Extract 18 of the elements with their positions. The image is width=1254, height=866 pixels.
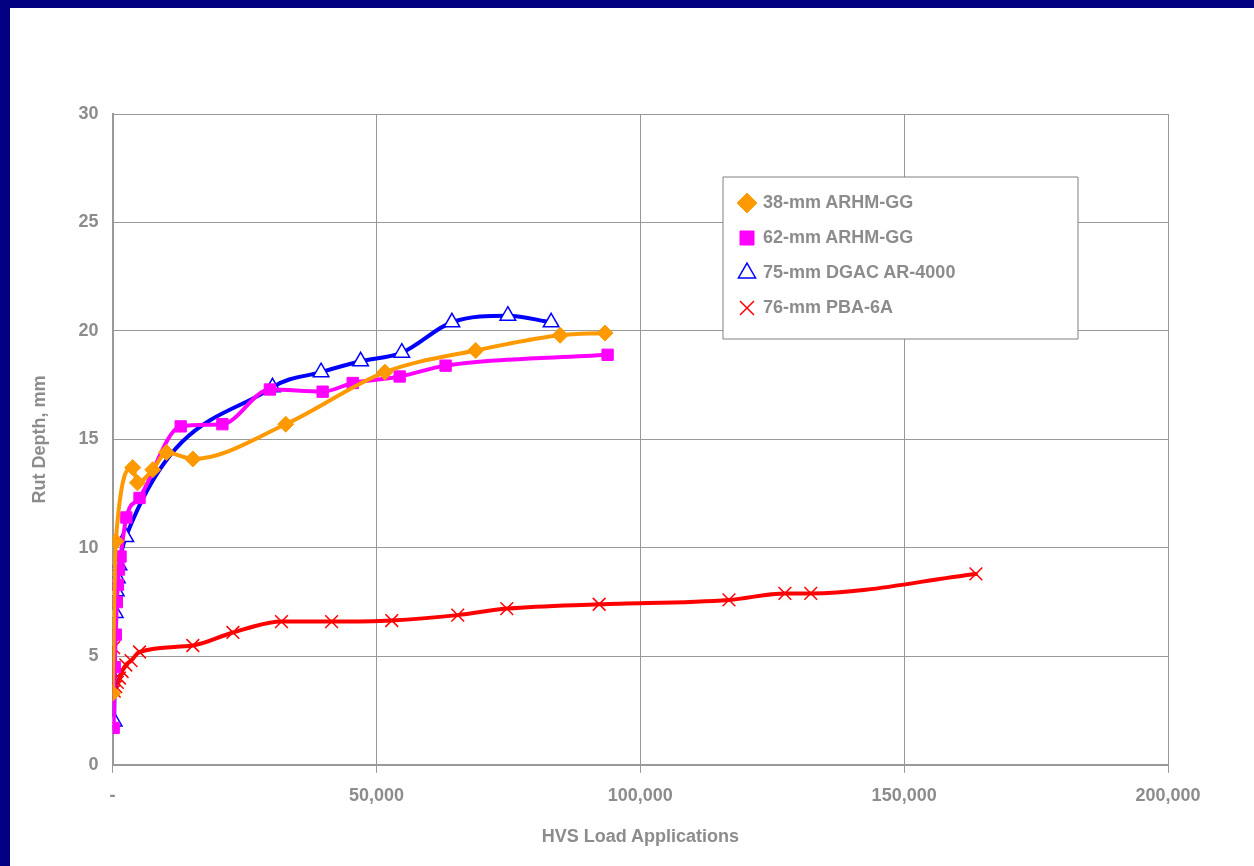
y-tick-label: 0	[88, 753, 99, 774]
legend-label: 38-mm ARHM-GG	[763, 191, 914, 212]
x-axis-title: HVS Load Applications	[541, 826, 739, 847]
legend-label: 62-mm ARHM-GG	[763, 226, 914, 247]
y-tick-label: 10	[78, 536, 99, 557]
x-tick-label: 100,000	[607, 784, 673, 805]
x-tick-label: 150,000	[871, 784, 937, 805]
y-tick-label: 30	[78, 102, 99, 123]
legend-label: 75-mm DGAC AR-4000	[763, 261, 956, 282]
legend-label: 76-mm PBA-6A	[763, 296, 894, 317]
x-tick-label: 200,000	[1135, 784, 1201, 805]
y-axis-title: Rut Depth, mm	[28, 375, 49, 504]
y-tick-label: 25	[78, 211, 99, 232]
x-tick-label: -	[109, 784, 116, 805]
y-tick-label: 20	[78, 319, 99, 340]
x-tick-label: 50,000	[348, 784, 404, 805]
y-tick-label: 15	[78, 428, 99, 449]
y-tick-label: 5	[88, 645, 99, 666]
